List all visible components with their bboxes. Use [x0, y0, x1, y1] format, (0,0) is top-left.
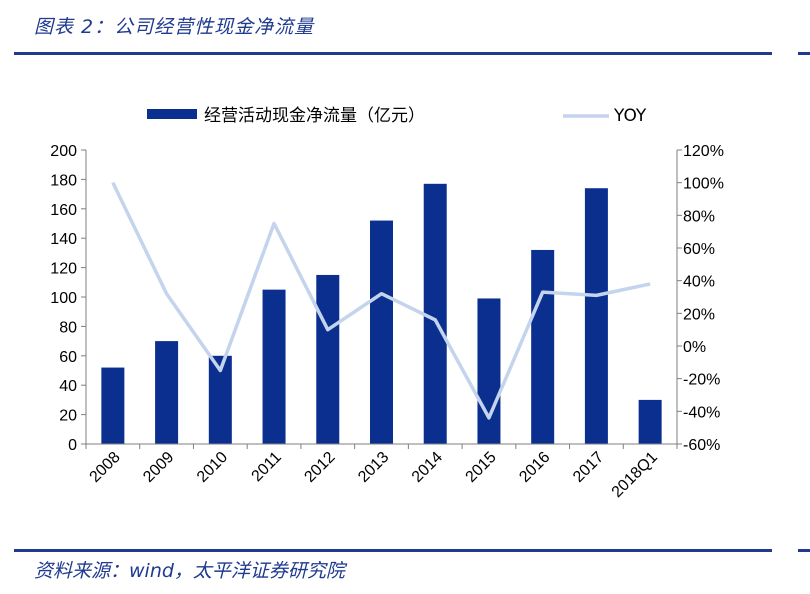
bar-2012: [316, 274, 340, 444]
x-tick-label: 2013: [355, 449, 392, 486]
y-left-tick-label: 0: [68, 437, 77, 454]
y-left-tick-label: 20: [59, 408, 77, 425]
bar-2018Q1: [638, 399, 662, 444]
x-tick-label: 2010: [194, 449, 231, 486]
x-tick-label: 2011: [249, 449, 285, 485]
figure-title: 图表 2：公司经营性现金净流量: [34, 16, 315, 38]
bar-2017: [584, 188, 608, 444]
y-left-tick-label: 100: [50, 290, 77, 307]
x-tick-label: 2016: [516, 449, 553, 486]
y-right-tick-label: -20%: [683, 372, 720, 389]
x-tick-label: 2017: [570, 449, 607, 486]
bottom-rule: [14, 549, 772, 552]
bar-2016: [531, 249, 555, 444]
x-tick-label: 2012: [301, 449, 338, 486]
x-tick-label: 2008: [87, 449, 124, 486]
y-right-tick-label: 40%: [683, 274, 715, 291]
bar-2013: [370, 220, 393, 444]
y-left-tick-label: 40: [59, 378, 77, 395]
y-left-tick-label: 140: [50, 231, 77, 248]
y-right-tick-label: 60%: [683, 241, 715, 258]
source-note: 资料来源：wind，太平洋证券研究院: [34, 560, 345, 582]
bottom-rule-fragment: [798, 549, 810, 552]
y-right-tick-label: 80%: [683, 208, 715, 225]
x-tick-label: 2015: [463, 449, 500, 486]
bar-2010: [208, 355, 232, 444]
y-right-tick-label: -40%: [683, 404, 720, 421]
bar-2011: [262, 289, 286, 444]
top-rule: [14, 52, 772, 55]
legend-bar-swatch: [147, 109, 197, 119]
bar-2015: [477, 298, 501, 444]
legend-bar-label: 经营活动现金净流量（亿元）: [204, 106, 425, 126]
y-right-tick-label: -60%: [683, 437, 720, 454]
bar-2009: [155, 341, 179, 444]
y-left-tick-label: 180: [50, 172, 77, 189]
bar-2014: [423, 183, 447, 444]
x-tick-label: 2018Q1: [609, 449, 661, 501]
y-right-tick-label: 20%: [683, 306, 715, 323]
y-right-tick-label: 0%: [683, 339, 706, 356]
y-left-tick-label: 200: [50, 143, 77, 160]
y-right-tick-label: 120%: [683, 143, 724, 160]
y-left-tick-label: 80: [59, 319, 77, 336]
x-tick-label: 2009: [140, 449, 177, 486]
bar-2008: [101, 367, 125, 444]
y-right-tick-label: 100%: [683, 176, 724, 193]
legend-line-label: YOY: [613, 106, 647, 126]
y-left-tick-label: 160: [50, 202, 77, 219]
x-tick-label: 2014: [409, 449, 446, 486]
y-left-tick-label: 120: [50, 261, 77, 278]
y-left-tick-label: 60: [59, 349, 77, 366]
top-rule-fragment: [798, 52, 810, 55]
